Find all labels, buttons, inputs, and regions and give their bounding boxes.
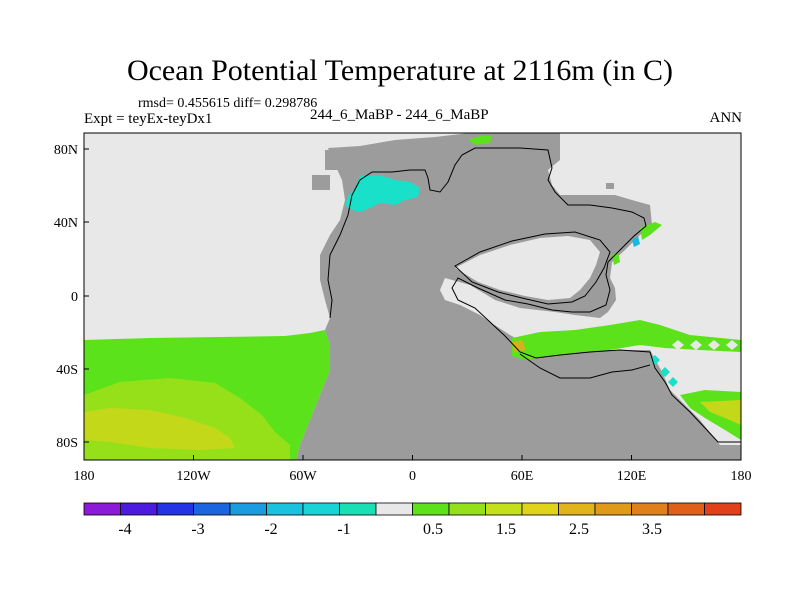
x-tick-label: 120E <box>617 469 647 484</box>
tethys-orange-spot <box>512 340 526 352</box>
x-tick-label: 60W <box>289 469 317 484</box>
colorbar-label: 1.5 <box>496 521 516 538</box>
colorbar-swatch <box>339 502 377 516</box>
y-tick-label: 0 <box>71 290 78 305</box>
colorbar-swatch <box>667 502 705 516</box>
inner-sea-outline <box>454 231 611 305</box>
x-tick-label: 0 <box>409 469 416 484</box>
colorbar-label: 3.5 <box>642 521 662 538</box>
colorbar-label: -3 <box>191 521 204 538</box>
north-atlantic-cyan-region <box>345 175 420 212</box>
y-tick-label: 80S <box>56 436 78 451</box>
colorbar-swatch <box>266 502 304 516</box>
colorbar-swatch <box>156 502 194 516</box>
colorbar-swatch <box>558 502 596 516</box>
tethys-green-band <box>512 320 741 360</box>
colorbar-label: 2.5 <box>569 521 589 538</box>
y-tick-label: 80N <box>54 143 78 158</box>
x-axis <box>83 455 742 460</box>
stats-text: rmsd= 0.455615 diff= 0.298786 <box>138 96 318 111</box>
land-mask-west <box>296 133 741 460</box>
colorbar-label: -2 <box>264 521 277 538</box>
colorbar-swatch <box>375 502 413 516</box>
inner-island-outline <box>519 353 651 379</box>
southeast-yellow-region <box>700 400 741 425</box>
shelf-block <box>606 183 614 189</box>
experiment-label: Expt = teyEx-teyDx1 <box>84 111 213 127</box>
colorbar-label: 0.5 <box>423 521 443 538</box>
inner-seaway <box>455 236 600 300</box>
east-cyan-diamonds <box>650 355 678 387</box>
east-cyan-mark <box>632 236 640 247</box>
colorbar-swatch <box>704 502 742 516</box>
map-field <box>84 133 741 460</box>
colorbar-swatch <box>412 502 450 516</box>
colorbar-swatch <box>120 502 158 516</box>
colorbar-swatch <box>485 502 523 516</box>
colorbar-swatch <box>229 502 267 516</box>
x-tick-label: 180 <box>74 469 95 484</box>
colorbar-swatch <box>631 502 669 516</box>
shelf-block <box>312 175 330 190</box>
y-axis <box>84 148 89 443</box>
colorbar-swatch <box>448 502 486 516</box>
continent-outline <box>327 147 741 443</box>
x-tick-label: 60E <box>511 469 534 484</box>
season-label: ANN <box>709 110 743 126</box>
colorbar-swatch <box>193 502 231 516</box>
colorbar-swatch <box>521 502 559 516</box>
colorbar-swatch <box>594 502 632 516</box>
x-tick-label: 120W <box>176 469 211 484</box>
colorbar <box>83 502 742 516</box>
x-tick-labels: 180 120W 60W 0 60E 120E 180 <box>74 469 752 484</box>
north-green-strip <box>468 136 492 145</box>
east-green-mark <box>612 252 620 265</box>
colorbar-label: -4 <box>118 521 131 538</box>
y-tick-label: 40N <box>54 216 78 231</box>
east-light-blocks <box>672 340 738 350</box>
colorbar-swatch <box>302 502 340 516</box>
south-pacific-yellow-region <box>84 408 235 450</box>
case-label: 244_6_MaBP - 244_6_MaBP <box>310 107 489 123</box>
colorbar-label: -1 <box>337 521 350 538</box>
y-tick-label: 40S <box>56 363 78 378</box>
colorbar-labels: -4 -3 -2 -1 0.5 1.5 2.5 3.5 <box>118 521 662 538</box>
colorbar-swatch <box>83 502 121 516</box>
y-tick-labels: 80N 40N 0 40S 80S <box>54 143 78 451</box>
page-title: Ocean Potential Temperature at 2116m (in… <box>126 54 674 87</box>
shelf-block <box>325 150 350 170</box>
x-tick-label: 180 <box>731 469 752 484</box>
